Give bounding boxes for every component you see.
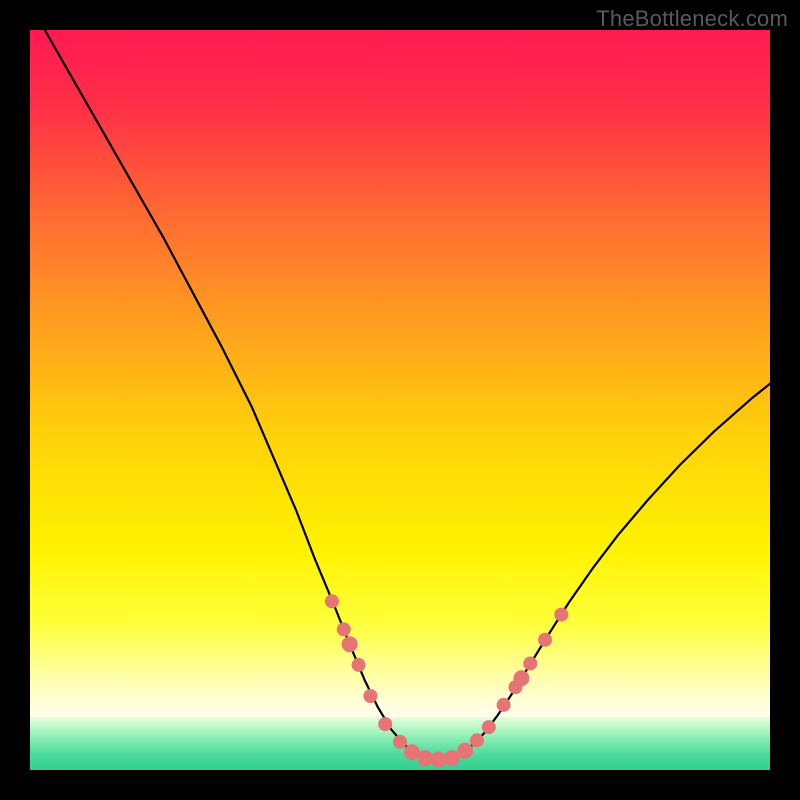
curve-marker (497, 698, 511, 712)
curve-marker (325, 594, 339, 608)
curve-marker (470, 733, 484, 747)
bottleneck-curve (45, 30, 770, 760)
curve-marker (554, 608, 568, 622)
curve-marker (457, 743, 473, 759)
curve-marker (363, 689, 377, 703)
curve-marker (513, 670, 529, 686)
curve-marker (352, 658, 366, 672)
curve-marker (482, 720, 496, 734)
watermark-text: TheBottleneck.com (596, 6, 788, 32)
plot-area (30, 30, 770, 770)
curve-marker (342, 636, 358, 652)
curve-marker (523, 656, 537, 670)
curve-marker (538, 633, 552, 647)
curve-marker (393, 735, 407, 749)
curve-markers (325, 594, 568, 767)
curve-marker (378, 717, 392, 731)
curve-marker (337, 622, 351, 636)
curve-layer (30, 30, 770, 770)
